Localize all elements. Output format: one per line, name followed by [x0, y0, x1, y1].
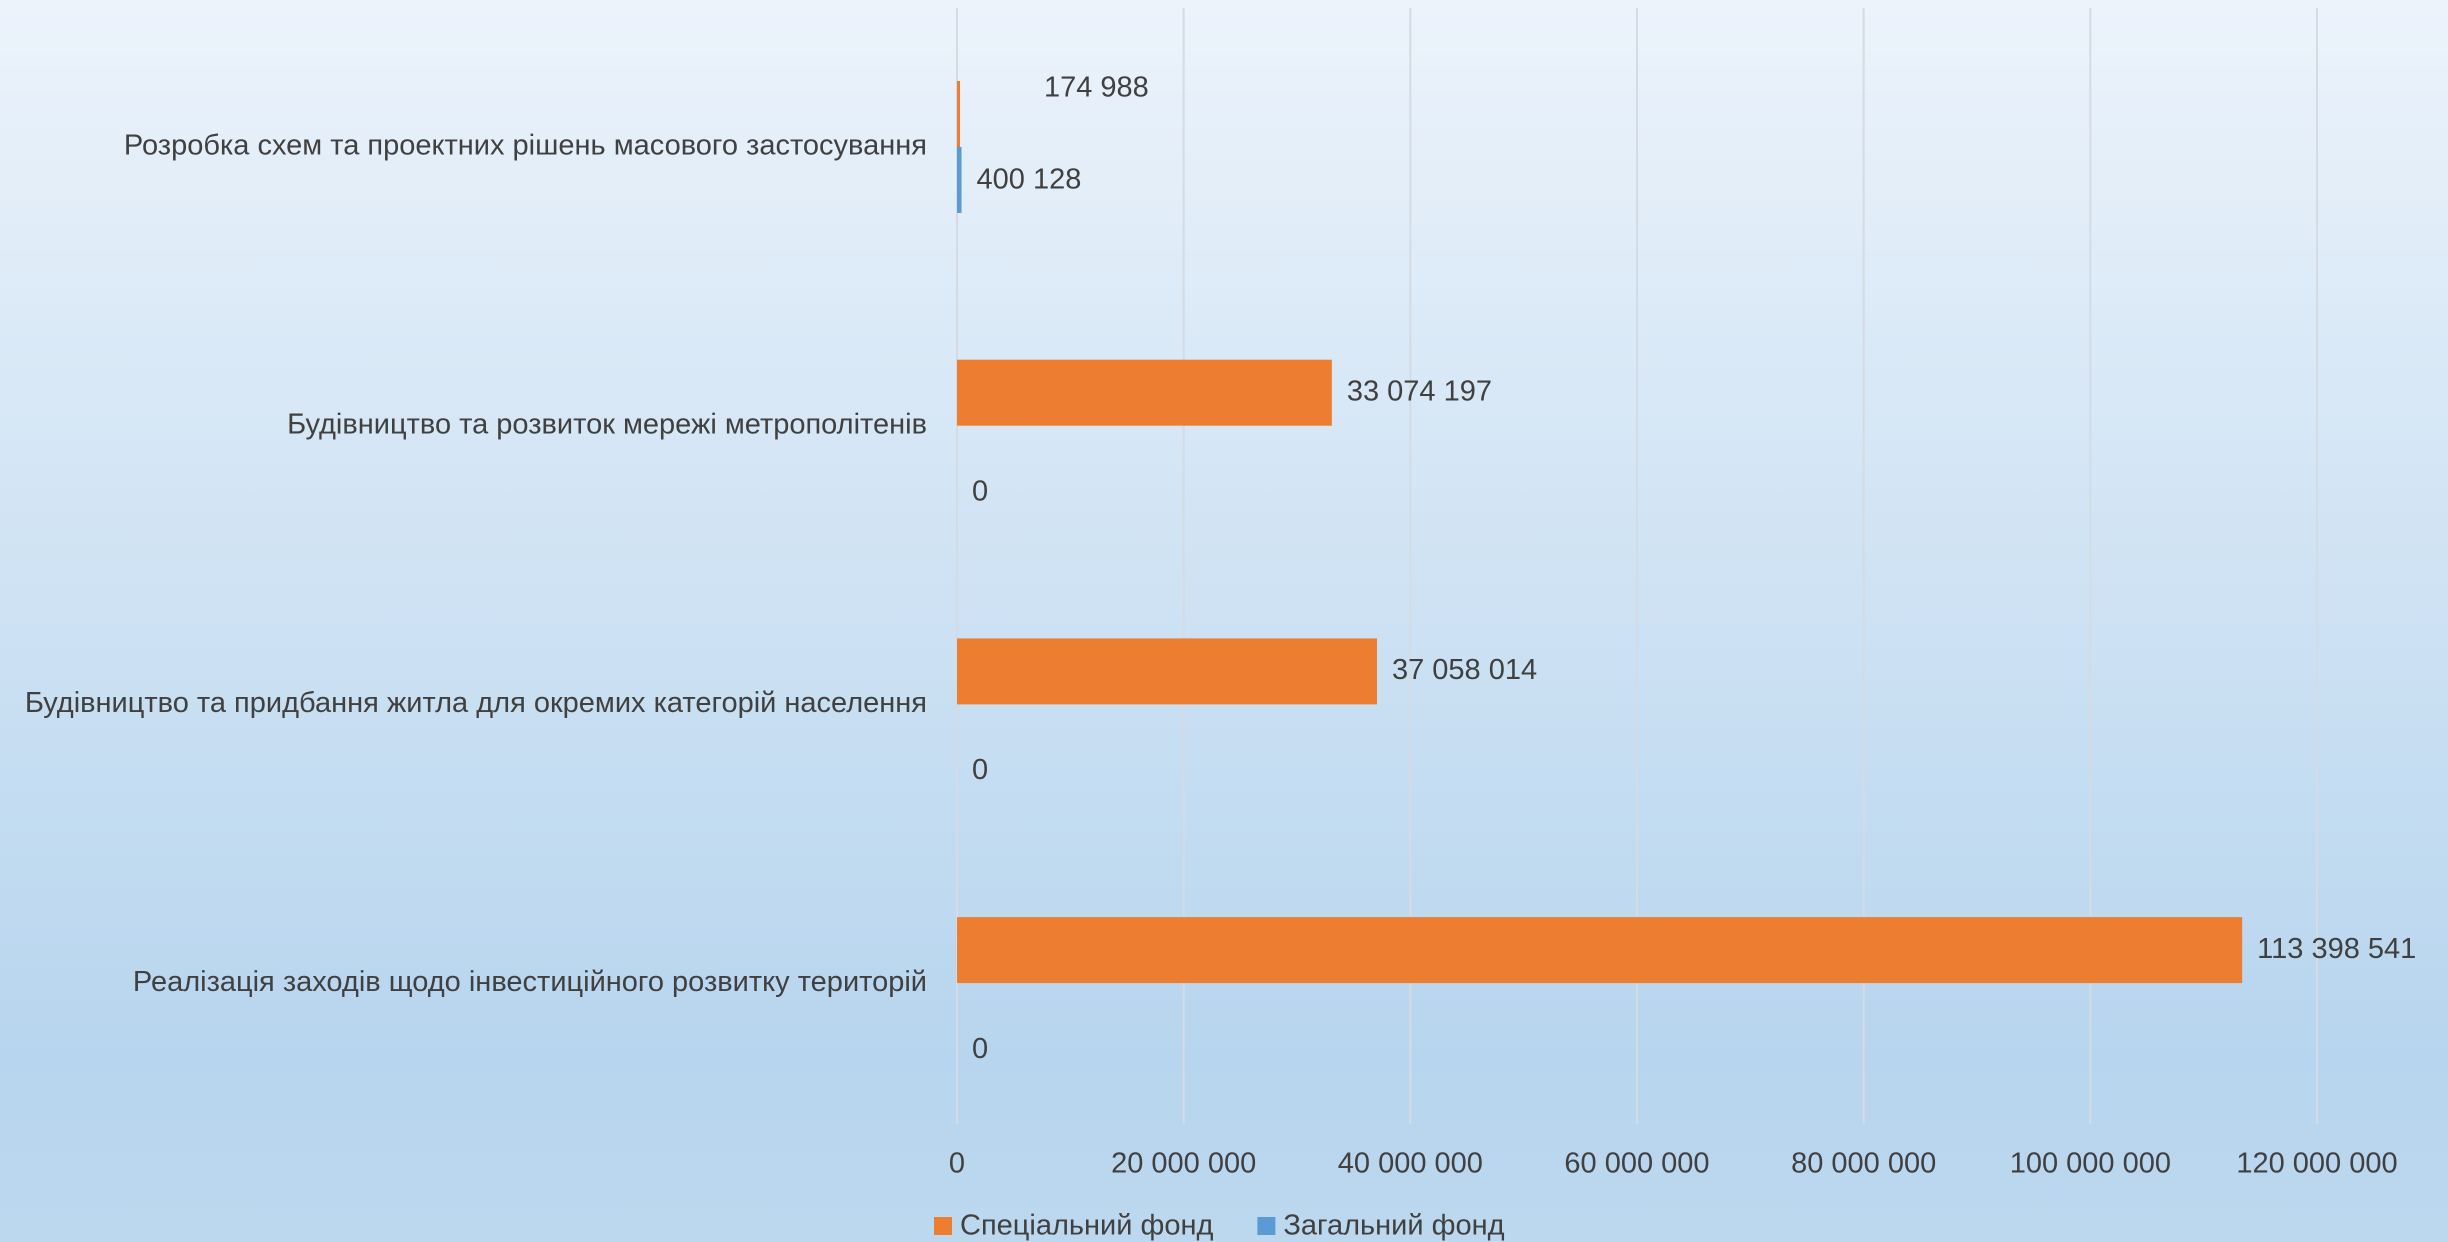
legend-label: Спеціальний фонд	[960, 1210, 1213, 1242]
x-tick-label: 120 000 000	[2236, 1148, 2397, 1180]
legend-swatch	[934, 1217, 952, 1235]
y-tick-label: Будівництво та придбання житла для окрем…	[25, 687, 927, 719]
data-label: 174 988	[1044, 72, 1149, 104]
x-tick-label: 20 000 000	[1111, 1148, 1256, 1180]
data-label: 33 074 197	[1347, 375, 1492, 407]
data-label: 37 058 014	[1392, 654, 1537, 686]
x-tick-label: 80 000 000	[1791, 1148, 1936, 1180]
data-label: 0	[972, 475, 988, 507]
bar	[957, 917, 2243, 984]
bar	[957, 638, 1377, 705]
legend-label: Загальний фонд	[1283, 1210, 1504, 1242]
bar	[957, 147, 962, 213]
data-label: 0	[972, 754, 988, 786]
data-label: 113 398 541	[2257, 933, 2416, 965]
bar	[957, 81, 960, 147]
y-tick-label: Реалізація заходів щодо інвестиційного р…	[133, 966, 927, 998]
y-tick-label: Будівництво та розвиток мережі метрополі…	[287, 408, 927, 440]
data-label: 400 128	[977, 164, 1082, 196]
x-tick-label: 0	[949, 1148, 965, 1180]
data-label: 0	[972, 1033, 988, 1065]
y-tick-label: Розробка схем та проектних рішень масово…	[124, 130, 927, 162]
x-tick-label: 40 000 000	[1338, 1148, 1483, 1180]
x-tick-label: 100 000 000	[2010, 1148, 2171, 1180]
legend-swatch	[1257, 1217, 1276, 1235]
x-tick-label: 60 000 000	[1564, 1148, 1709, 1180]
bar	[957, 359, 1332, 426]
